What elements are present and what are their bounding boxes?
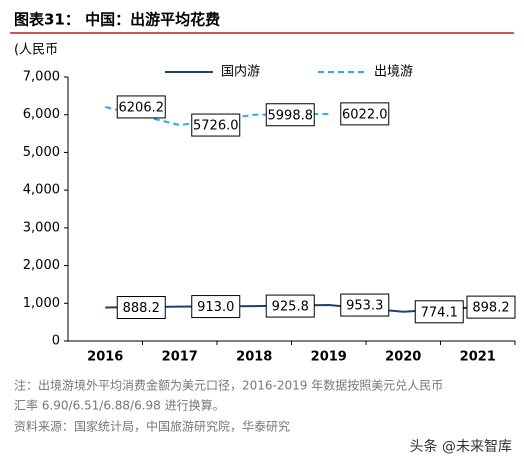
data-label: 888.2 <box>123 301 160 316</box>
y-axis-label: (人民币 <box>14 43 58 58</box>
y-tick-label: 3,000 <box>23 220 60 235</box>
x-tick-label: 2017 <box>162 350 198 365</box>
y-tick-label: 4,000 <box>23 183 60 198</box>
watermark: 头条 @未来智库 <box>410 438 512 455</box>
note: 汇率 6.90/6.51/6.88/6.98 进行换算。 <box>14 398 225 413</box>
data-label: 774.1 <box>421 305 458 320</box>
data-label-box <box>340 293 390 317</box>
data-label-box <box>191 113 241 137</box>
data-label-box <box>466 295 516 319</box>
data-label-box <box>265 103 315 127</box>
data-label-box <box>414 300 464 324</box>
legend-label: 国内游 <box>221 64 260 80</box>
x-tick-label: 2020 <box>385 350 421 365</box>
data-label: 925.8 <box>272 300 309 315</box>
y-tick-label: 2,000 <box>23 258 60 273</box>
data-label: 5998.8 <box>268 108 314 123</box>
data-label-box <box>340 102 390 126</box>
y-tick-label: 5,000 <box>23 145 60 160</box>
x-tick-label: 2018 <box>236 350 272 365</box>
data-label: 898.2 <box>472 301 509 316</box>
y-tick-label: 0 <box>52 334 60 349</box>
legend-label: 出境游 <box>374 65 413 80</box>
data-label-box <box>265 294 315 318</box>
source: 资料来源：国家统计局，中国旅游研究院，华泰研究 <box>14 419 290 434</box>
data-label: 6206.2 <box>119 100 165 115</box>
data-label-box <box>116 296 166 320</box>
chart-title: 图表31： 中国：出游平均花费 <box>14 11 220 29</box>
data-label: 953.3 <box>346 299 383 314</box>
x-tick-label: 2016 <box>87 350 123 365</box>
data-label-box <box>116 95 166 119</box>
y-tick-label: 6,000 <box>23 107 60 122</box>
data-label-box <box>191 295 241 319</box>
data-label: 913.0 <box>197 300 234 315</box>
note: 注：出境游境外平均消费金额为美元口径，2016-2019 年数据按照美元兑人民币 <box>14 378 443 393</box>
data-label: 6022.0 <box>342 107 388 122</box>
x-tick-label: 2021 <box>460 350 496 365</box>
data-label: 5726.0 <box>193 119 239 134</box>
x-tick-label: 2019 <box>311 350 347 365</box>
y-tick-label: 7,000 <box>23 70 60 85</box>
y-tick-label: 1,000 <box>23 296 60 311</box>
